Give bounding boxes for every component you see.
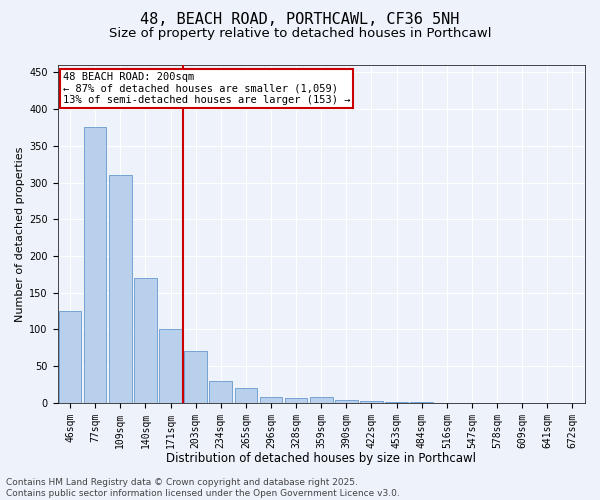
- Bar: [209, 381, 232, 403]
- Bar: [260, 397, 283, 403]
- X-axis label: Distribution of detached houses by size in Porthcawl: Distribution of detached houses by size …: [166, 452, 476, 465]
- Bar: [335, 400, 358, 403]
- Bar: [84, 128, 106, 403]
- Bar: [184, 352, 207, 403]
- Bar: [310, 397, 332, 403]
- Text: 48, BEACH ROAD, PORTHCAWL, CF36 5NH: 48, BEACH ROAD, PORTHCAWL, CF36 5NH: [140, 12, 460, 28]
- Bar: [285, 398, 307, 403]
- Bar: [235, 388, 257, 403]
- Bar: [410, 402, 433, 403]
- Bar: [59, 311, 82, 403]
- Text: 48 BEACH ROAD: 200sqm
← 87% of detached houses are smaller (1,059)
13% of semi-d: 48 BEACH ROAD: 200sqm ← 87% of detached …: [63, 72, 350, 105]
- Bar: [134, 278, 157, 403]
- Bar: [360, 402, 383, 403]
- Y-axis label: Number of detached properties: Number of detached properties: [15, 146, 25, 322]
- Bar: [109, 175, 131, 403]
- Bar: [385, 402, 408, 403]
- Text: Size of property relative to detached houses in Porthcawl: Size of property relative to detached ho…: [109, 28, 491, 40]
- Text: Contains HM Land Registry data © Crown copyright and database right 2025.
Contai: Contains HM Land Registry data © Crown c…: [6, 478, 400, 498]
- Bar: [159, 330, 182, 403]
